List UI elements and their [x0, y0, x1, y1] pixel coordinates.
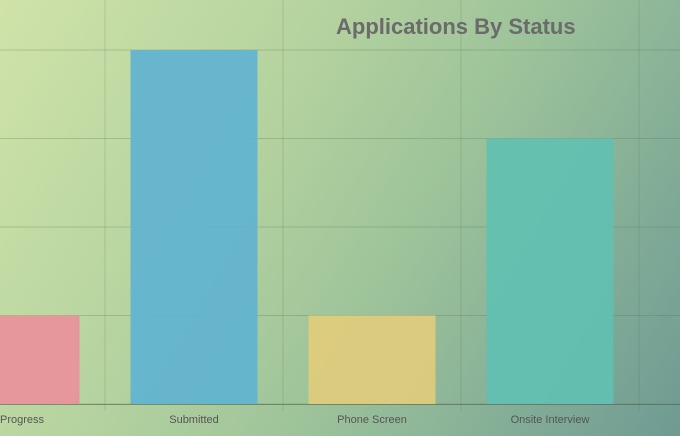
bar-phone-screen	[308, 315, 436, 404]
chart-title: Applications By Status	[336, 14, 576, 39]
bars	[0, 50, 614, 404]
x-tick-label: Onsite Interview	[511, 414, 590, 426]
x-tick-labels: Progress Submitted Phone Screen Onsite Inte…	[0, 414, 589, 426]
bar-progress	[0, 315, 80, 404]
bar-onsite-interview	[486, 138, 614, 404]
x-tick-label: Submitted	[169, 414, 219, 426]
bar-submitted	[130, 50, 258, 404]
x-tick-label: Phone Screen	[337, 414, 407, 426]
x-tick-label: Progress	[0, 414, 45, 426]
